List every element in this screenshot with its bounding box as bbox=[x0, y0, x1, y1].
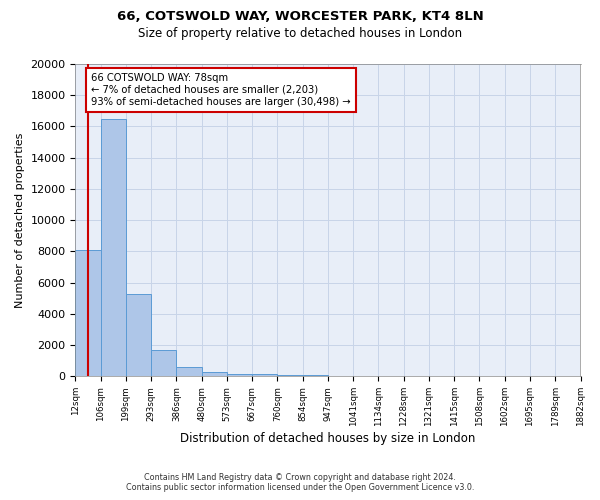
Bar bbox=[76, 250, 101, 376]
Text: 66, COTSWOLD WAY, WORCESTER PARK, KT4 8LN: 66, COTSWOLD WAY, WORCESTER PARK, KT4 8L… bbox=[116, 10, 484, 23]
Bar bbox=[151, 350, 176, 376]
Bar bbox=[227, 374, 252, 376]
Y-axis label: Number of detached properties: Number of detached properties bbox=[15, 132, 25, 308]
Bar bbox=[202, 372, 227, 376]
Bar bbox=[101, 118, 126, 376]
Bar bbox=[126, 294, 151, 376]
Bar bbox=[277, 375, 302, 376]
Bar bbox=[252, 374, 277, 376]
Text: 66 COTSWOLD WAY: 78sqm
← 7% of detached houses are smaller (2,203)
93% of semi-d: 66 COTSWOLD WAY: 78sqm ← 7% of detached … bbox=[91, 74, 350, 106]
Text: Size of property relative to detached houses in London: Size of property relative to detached ho… bbox=[138, 28, 462, 40]
Bar bbox=[176, 367, 202, 376]
Text: Contains HM Land Registry data © Crown copyright and database right 2024.
Contai: Contains HM Land Registry data © Crown c… bbox=[126, 473, 474, 492]
X-axis label: Distribution of detached houses by size in London: Distribution of detached houses by size … bbox=[180, 432, 476, 445]
